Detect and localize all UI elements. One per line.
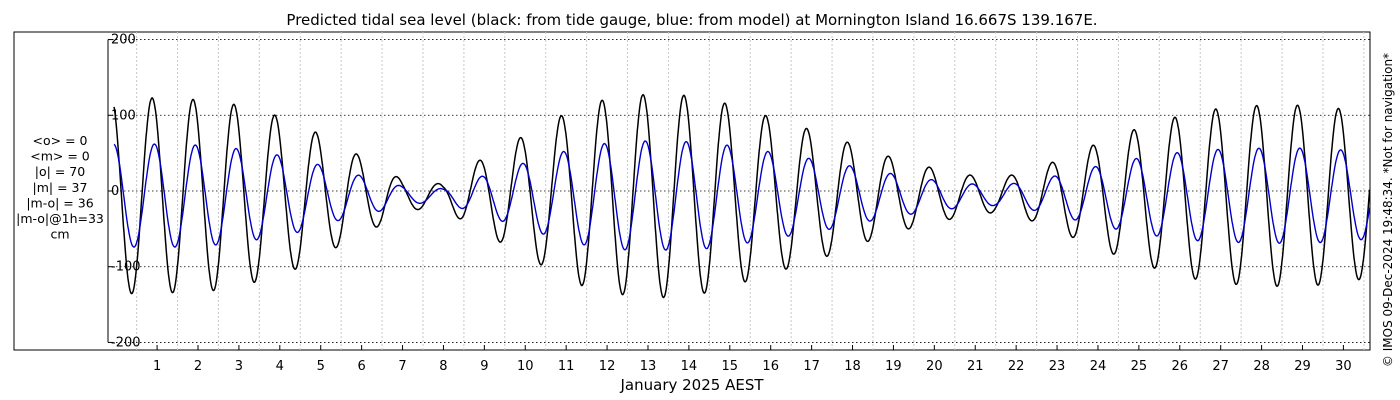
x-tick-label: 10 <box>517 359 534 374</box>
stats-line: cm <box>50 227 69 242</box>
stats-line: |o| = 70 <box>35 164 85 179</box>
x-tick-label: 12 <box>599 359 616 374</box>
stats-annotation: <o> = 0<m> = 0|o| = 70|m| = 37|m-o| = 36… <box>16 133 104 242</box>
y-tick-label: 200 <box>111 33 136 48</box>
x-tick-label: 5 <box>317 359 325 374</box>
x-tick-label: 17 <box>803 359 820 374</box>
x-tick-label: 25 <box>1131 359 1148 374</box>
x-tick-label: 27 <box>1212 359 1229 374</box>
y-tick-label: -200 <box>111 335 141 350</box>
x-tick-label: 7 <box>398 359 406 374</box>
stats-line: |m-o| = 36 <box>26 195 93 210</box>
x-tick-label: 2 <box>194 359 202 374</box>
x-tick-label: 13 <box>640 359 657 374</box>
x-tick-label: 23 <box>1049 359 1066 374</box>
series-model-line <box>113 140 1371 251</box>
x-tick-label: 8 <box>439 359 447 374</box>
x-tick-label: 16 <box>762 359 779 374</box>
x-tick-label: 19 <box>885 359 902 374</box>
x-tick-label: 14 <box>681 359 698 374</box>
stats-line: <m> = 0 <box>30 149 90 164</box>
x-tick-label: 11 <box>558 359 575 374</box>
series-gauge-line <box>113 93 1371 299</box>
x-tick-label: 29 <box>1294 359 1311 374</box>
x-tick-label: 18 <box>844 359 861 374</box>
stats-line: <o> = 0 <box>33 133 88 148</box>
x-tick-label: 20 <box>926 359 943 374</box>
stats-line: |m| = 37 <box>33 180 88 195</box>
grid-lines <box>108 32 1370 350</box>
y-tick-label: -100 <box>111 260 141 275</box>
x-tick-label: 30 <box>1335 359 1352 374</box>
x-tick-label: 4 <box>276 359 284 374</box>
y-tick-label: 0 <box>111 184 119 199</box>
x-tick-label: 3 <box>235 359 243 374</box>
x-tick-label: 28 <box>1253 359 1270 374</box>
x-tick-label: 22 <box>1008 359 1025 374</box>
series-group <box>113 93 1371 299</box>
x-tick-label: 24 <box>1090 359 1107 374</box>
chart-title: Predicted tidal sea level (black: from t… <box>286 11 1097 29</box>
x-tick-label: 26 <box>1172 359 1189 374</box>
x-tick-label: 15 <box>722 359 739 374</box>
x-tick-label: 6 <box>357 359 365 374</box>
x-tick-label: 9 <box>480 359 488 374</box>
copyright-note: © IMOS 09-Dec-2024 19:48:34. *Not for na… <box>1381 53 1395 367</box>
y-tick-label: 100 <box>111 108 136 123</box>
stats-line: |m-o|@1h=33 <box>16 211 104 226</box>
x-axis-label: January 2025 AEST <box>620 376 765 394</box>
x-tick-label: 21 <box>967 359 984 374</box>
x-tick-label: 1 <box>153 359 161 374</box>
